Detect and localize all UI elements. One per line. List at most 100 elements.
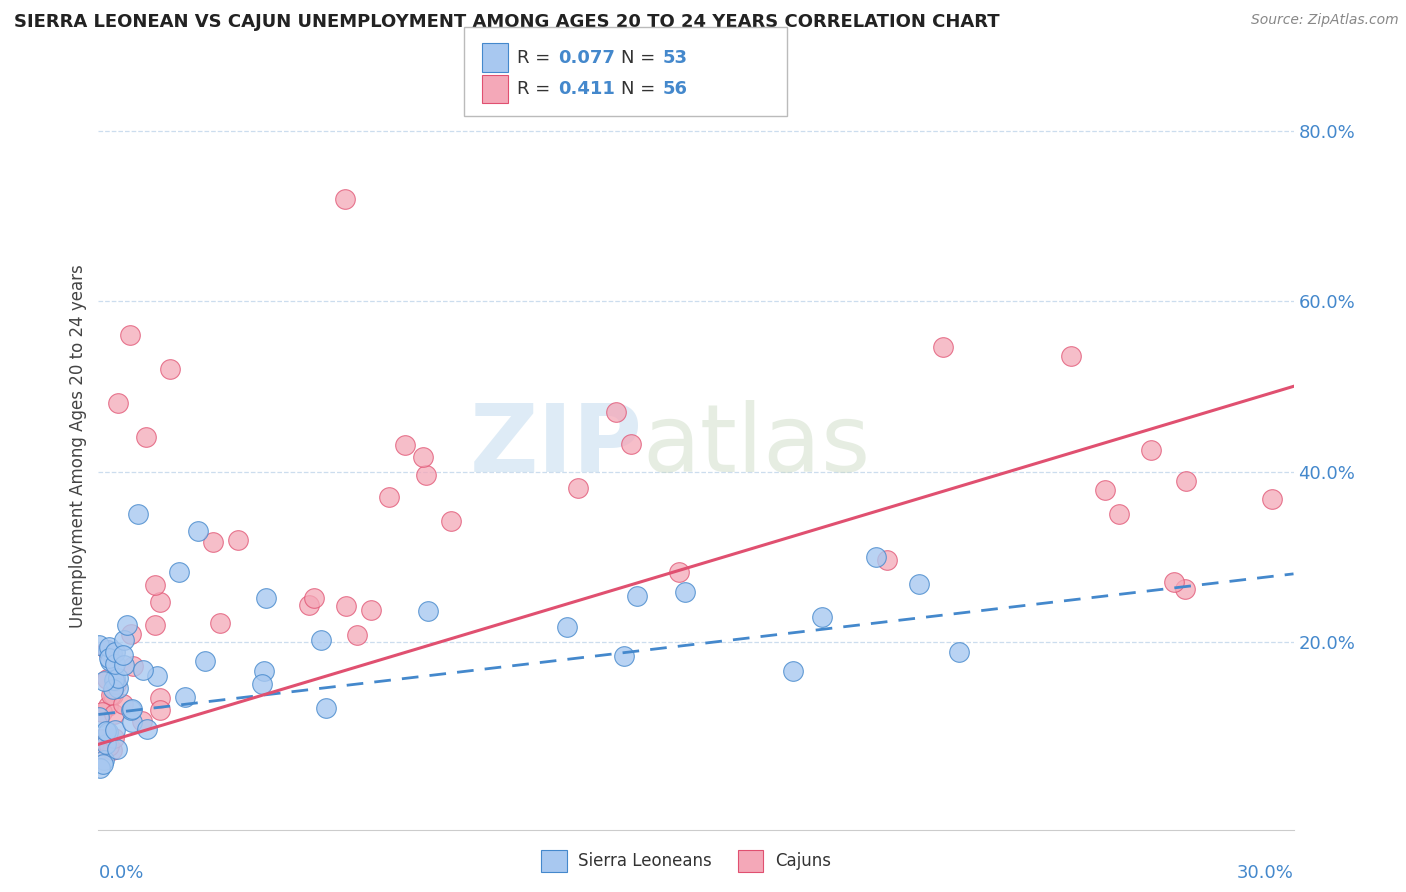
Text: 0.0%: 0.0% bbox=[98, 864, 143, 882]
Point bbox=[120, 703, 142, 717]
Point bbox=[335, 192, 357, 206]
Text: ZIP: ZIP bbox=[470, 400, 643, 492]
Point bbox=[254, 591, 277, 605]
Point bbox=[105, 742, 128, 756]
Point bbox=[948, 645, 970, 659]
Point bbox=[298, 599, 321, 613]
Point bbox=[103, 671, 125, 685]
Point bbox=[412, 450, 434, 465]
Point bbox=[91, 706, 114, 720]
Text: SIERRA LEONEAN VS CAJUN UNEMPLOYMENT AMONG AGES 20 TO 24 YEARS CORRELATION CHART: SIERRA LEONEAN VS CAJUN UNEMPLOYMENT AMO… bbox=[14, 13, 1000, 31]
Point bbox=[335, 599, 357, 614]
Point bbox=[98, 651, 121, 665]
Point bbox=[120, 328, 142, 343]
Point bbox=[107, 396, 129, 410]
Point bbox=[111, 697, 134, 711]
Point bbox=[555, 620, 578, 634]
Point bbox=[107, 681, 129, 695]
Point bbox=[107, 671, 129, 685]
Point bbox=[120, 627, 142, 641]
Point bbox=[1108, 507, 1130, 521]
Point bbox=[932, 340, 955, 354]
Point bbox=[143, 578, 166, 592]
Point bbox=[104, 723, 127, 737]
Point bbox=[135, 722, 157, 736]
Point bbox=[876, 553, 898, 567]
Point bbox=[93, 753, 115, 767]
Point bbox=[100, 742, 122, 756]
Point bbox=[90, 731, 112, 746]
Point bbox=[89, 761, 111, 775]
Point bbox=[87, 638, 110, 652]
Text: 30.0%: 30.0% bbox=[1237, 864, 1294, 882]
Point bbox=[1163, 575, 1185, 590]
Point bbox=[103, 673, 125, 687]
Point bbox=[103, 689, 125, 703]
Text: R =: R = bbox=[517, 49, 551, 67]
Point bbox=[173, 690, 195, 704]
Text: 56: 56 bbox=[662, 80, 688, 98]
Point bbox=[1139, 443, 1161, 458]
Point bbox=[103, 731, 125, 745]
Point bbox=[613, 648, 636, 663]
Point bbox=[1060, 349, 1083, 363]
Point bbox=[253, 665, 276, 679]
Point bbox=[1260, 491, 1282, 506]
Point bbox=[302, 591, 325, 605]
Text: 53: 53 bbox=[662, 49, 688, 67]
Text: R =: R = bbox=[517, 80, 551, 98]
Point bbox=[208, 615, 231, 630]
Point bbox=[311, 632, 333, 647]
Point bbox=[98, 645, 121, 659]
Text: Source: ZipAtlas.com: Source: ZipAtlas.com bbox=[1251, 13, 1399, 28]
Point bbox=[135, 430, 157, 444]
Point bbox=[159, 362, 181, 376]
Point bbox=[97, 698, 120, 713]
Point bbox=[620, 437, 643, 451]
Point bbox=[111, 648, 134, 663]
Point bbox=[103, 706, 125, 721]
Point bbox=[908, 576, 931, 591]
Point bbox=[104, 657, 127, 672]
Point bbox=[96, 642, 118, 657]
Point bbox=[149, 595, 172, 609]
Point bbox=[93, 674, 115, 689]
Point bbox=[187, 524, 209, 539]
Text: Cajuns: Cajuns bbox=[775, 852, 831, 871]
Text: 0.411: 0.411 bbox=[558, 80, 614, 98]
Point bbox=[94, 737, 117, 751]
Point bbox=[98, 654, 121, 668]
Point bbox=[1174, 475, 1197, 489]
Point bbox=[96, 724, 118, 739]
Point bbox=[121, 715, 143, 730]
Point bbox=[315, 701, 337, 715]
Point bbox=[440, 514, 463, 528]
Point bbox=[360, 603, 382, 617]
Point bbox=[415, 468, 437, 483]
Point bbox=[1174, 582, 1197, 596]
Text: Sierra Leoneans: Sierra Leoneans bbox=[578, 852, 711, 871]
Text: N =: N = bbox=[621, 80, 655, 98]
Point bbox=[112, 632, 135, 647]
Point bbox=[105, 676, 128, 690]
Point bbox=[89, 742, 111, 756]
Point bbox=[416, 604, 439, 618]
Point bbox=[101, 646, 124, 660]
Point bbox=[115, 618, 138, 632]
Point bbox=[127, 507, 149, 521]
Point bbox=[97, 640, 120, 655]
Point bbox=[132, 663, 155, 677]
Point bbox=[865, 550, 887, 565]
Text: N =: N = bbox=[621, 49, 655, 67]
Point bbox=[201, 535, 224, 549]
Point bbox=[91, 756, 114, 771]
Text: atlas: atlas bbox=[643, 400, 870, 492]
Point bbox=[194, 654, 217, 668]
Y-axis label: Unemployment Among Ages 20 to 24 years: Unemployment Among Ages 20 to 24 years bbox=[69, 264, 87, 628]
Point bbox=[811, 610, 834, 624]
Point bbox=[143, 617, 166, 632]
Text: 0.077: 0.077 bbox=[558, 49, 614, 67]
Point bbox=[226, 533, 249, 548]
Point bbox=[146, 669, 169, 683]
Point bbox=[131, 714, 153, 729]
